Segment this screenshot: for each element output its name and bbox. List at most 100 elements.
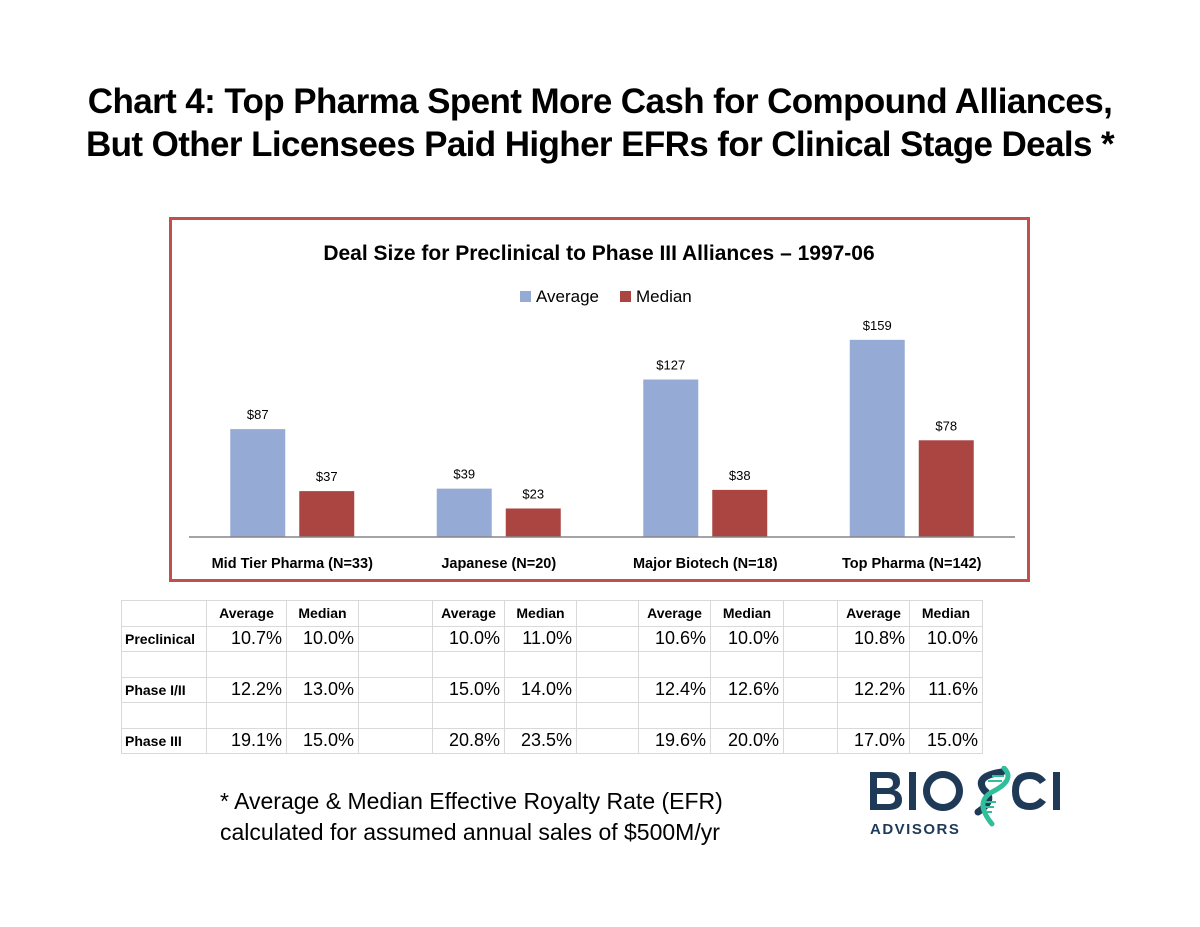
table-row: Preclinical 10.7% 10.0% 10.0% 11.0% 10.6% 10.0… bbox=[121, 625, 983, 652]
table-row: Phase I/II 12.2% 13.0% 15.0% 14.0% 12.4% 12.6%… bbox=[121, 676, 983, 703]
cell-median: 13.0% bbox=[286, 676, 359, 703]
spacer-cell bbox=[783, 702, 838, 729]
header-corner-cell bbox=[121, 600, 207, 627]
legend-swatch-median bbox=[620, 291, 631, 302]
cell-average bbox=[432, 702, 505, 729]
cell-average bbox=[638, 651, 711, 678]
cell-median: 12.6% bbox=[710, 676, 784, 703]
cell-median bbox=[710, 651, 784, 678]
table-row: Phase III 19.1% 15.0% 20.8% 23.5% 19.6% 20.0% 1… bbox=[121, 727, 983, 754]
x-axis-labels: Mid Tier Pharma (N=33) Japanese (N=20) Maj… bbox=[212, 556, 982, 572]
column-header-median: Median bbox=[710, 600, 784, 627]
bar-median-0 bbox=[299, 491, 355, 537]
data-label-average-2: $127 bbox=[656, 358, 685, 373]
cell-average: 19.1% bbox=[206, 727, 287, 754]
spacer-cell bbox=[358, 702, 433, 729]
spacer-cell bbox=[576, 727, 639, 754]
x-tick-label-0: Mid Tier Pharma (N=33) bbox=[212, 556, 373, 572]
cell-median: 20.0% bbox=[710, 727, 784, 754]
spacer-cell bbox=[576, 651, 639, 678]
cell-median: 10.0% bbox=[710, 625, 784, 652]
cell-average bbox=[837, 702, 910, 729]
spacer-cell bbox=[576, 600, 639, 627]
table-header-row: Average Median Average Median Average Median A… bbox=[121, 600, 983, 627]
bar-average-3 bbox=[849, 339, 905, 537]
legend-swatch-average bbox=[520, 291, 531, 302]
data-label-average-1: $39 bbox=[453, 467, 475, 482]
spacer-cell bbox=[576, 702, 639, 729]
bars-group: $87 $37 $39 $23 $127 $38 $159 $78 bbox=[230, 318, 974, 537]
cell-median bbox=[286, 702, 359, 729]
x-tick-label-1: Japanese (N=20) bbox=[441, 556, 556, 572]
cell-average: 15.0% bbox=[432, 676, 505, 703]
chart-title: Deal Size for Preclinical to Phase III A… bbox=[323, 242, 874, 265]
column-header-average: Average bbox=[206, 600, 287, 627]
cell-average: 10.6% bbox=[638, 625, 711, 652]
spacer-cell bbox=[576, 625, 639, 652]
cell-average: 10.0% bbox=[432, 625, 505, 652]
column-header-median: Median bbox=[286, 600, 359, 627]
cell-average: 17.0% bbox=[837, 727, 910, 754]
page-title-line-1: Chart 4: Top Pharma Spent More Cash for … bbox=[87, 82, 1113, 121]
cell-median: 10.0% bbox=[286, 625, 359, 652]
column-header-average: Average bbox=[432, 600, 505, 627]
x-tick-label-2: Major Biotech (N=18) bbox=[633, 556, 778, 572]
cell-average: 19.6% bbox=[638, 727, 711, 754]
cell-median bbox=[504, 651, 577, 678]
footnote-line-2: calculated for assumed annual sales of $… bbox=[220, 819, 720, 845]
spacer-cell bbox=[358, 651, 433, 678]
cell-median: 10.0% bbox=[909, 625, 983, 652]
spacer-cell bbox=[783, 727, 838, 754]
cell-average bbox=[638, 702, 711, 729]
spacer-cell bbox=[576, 676, 639, 703]
cell-median bbox=[710, 702, 784, 729]
data-label-average-3: $159 bbox=[863, 318, 892, 333]
cell-median bbox=[909, 651, 983, 678]
chart-legend: Average Median bbox=[520, 287, 692, 306]
row-label: Phase III bbox=[121, 727, 207, 754]
cell-average bbox=[432, 651, 505, 678]
cell-average: 12.2% bbox=[206, 676, 287, 703]
cell-median: 15.0% bbox=[909, 727, 983, 754]
spacer-cell bbox=[358, 625, 433, 652]
legend-label-average: Average bbox=[536, 287, 599, 306]
cell-median: 15.0% bbox=[286, 727, 359, 754]
cell-average: 10.7% bbox=[206, 625, 287, 652]
spacer-cell bbox=[783, 676, 838, 703]
spacer-cell bbox=[783, 600, 838, 627]
cell-average: 12.2% bbox=[837, 676, 910, 703]
cell-median bbox=[286, 651, 359, 678]
column-header-average: Average bbox=[837, 600, 910, 627]
row-label: Preclinical bbox=[121, 625, 207, 652]
data-label-median-0: $37 bbox=[316, 469, 338, 484]
footnote: * Average & Median Effective Royalty Rat… bbox=[220, 786, 723, 848]
cell-average: 10.8% bbox=[837, 625, 910, 652]
spacer-cell bbox=[783, 651, 838, 678]
bar-median-1 bbox=[505, 508, 561, 537]
table-row bbox=[121, 702, 983, 729]
data-label-median-3: $78 bbox=[935, 418, 957, 433]
cell-average bbox=[837, 651, 910, 678]
spacer-cell bbox=[783, 625, 838, 652]
biosci-advisors-logo: ADVISORS bbox=[870, 766, 1060, 838]
spacer-cell bbox=[358, 727, 433, 754]
cell-median bbox=[909, 702, 983, 729]
efr-table: Average Median Average Median Average Median A… bbox=[121, 600, 983, 754]
cell-median: 11.0% bbox=[504, 625, 577, 652]
cell-median: 11.6% bbox=[909, 676, 983, 703]
data-label-median-2: $38 bbox=[729, 468, 751, 483]
logo-subtext: ADVISORS bbox=[870, 821, 960, 838]
bar-median-3 bbox=[918, 440, 974, 537]
cell-average: 12.4% bbox=[638, 676, 711, 703]
bar-chart: Deal Size for Preclinical to Phase III A… bbox=[189, 242, 1015, 572]
footnote-line-1: * Average & Median Effective Royalty Rat… bbox=[220, 788, 723, 814]
cell-average bbox=[206, 702, 287, 729]
table-row bbox=[121, 651, 983, 678]
column-header-median: Median bbox=[909, 600, 983, 627]
cell-median bbox=[504, 702, 577, 729]
row-label bbox=[121, 702, 207, 729]
cell-median: 14.0% bbox=[504, 676, 577, 703]
spacer-cell bbox=[358, 600, 433, 627]
legend-label-median: Median bbox=[636, 287, 692, 306]
bar-average-0 bbox=[230, 429, 286, 537]
